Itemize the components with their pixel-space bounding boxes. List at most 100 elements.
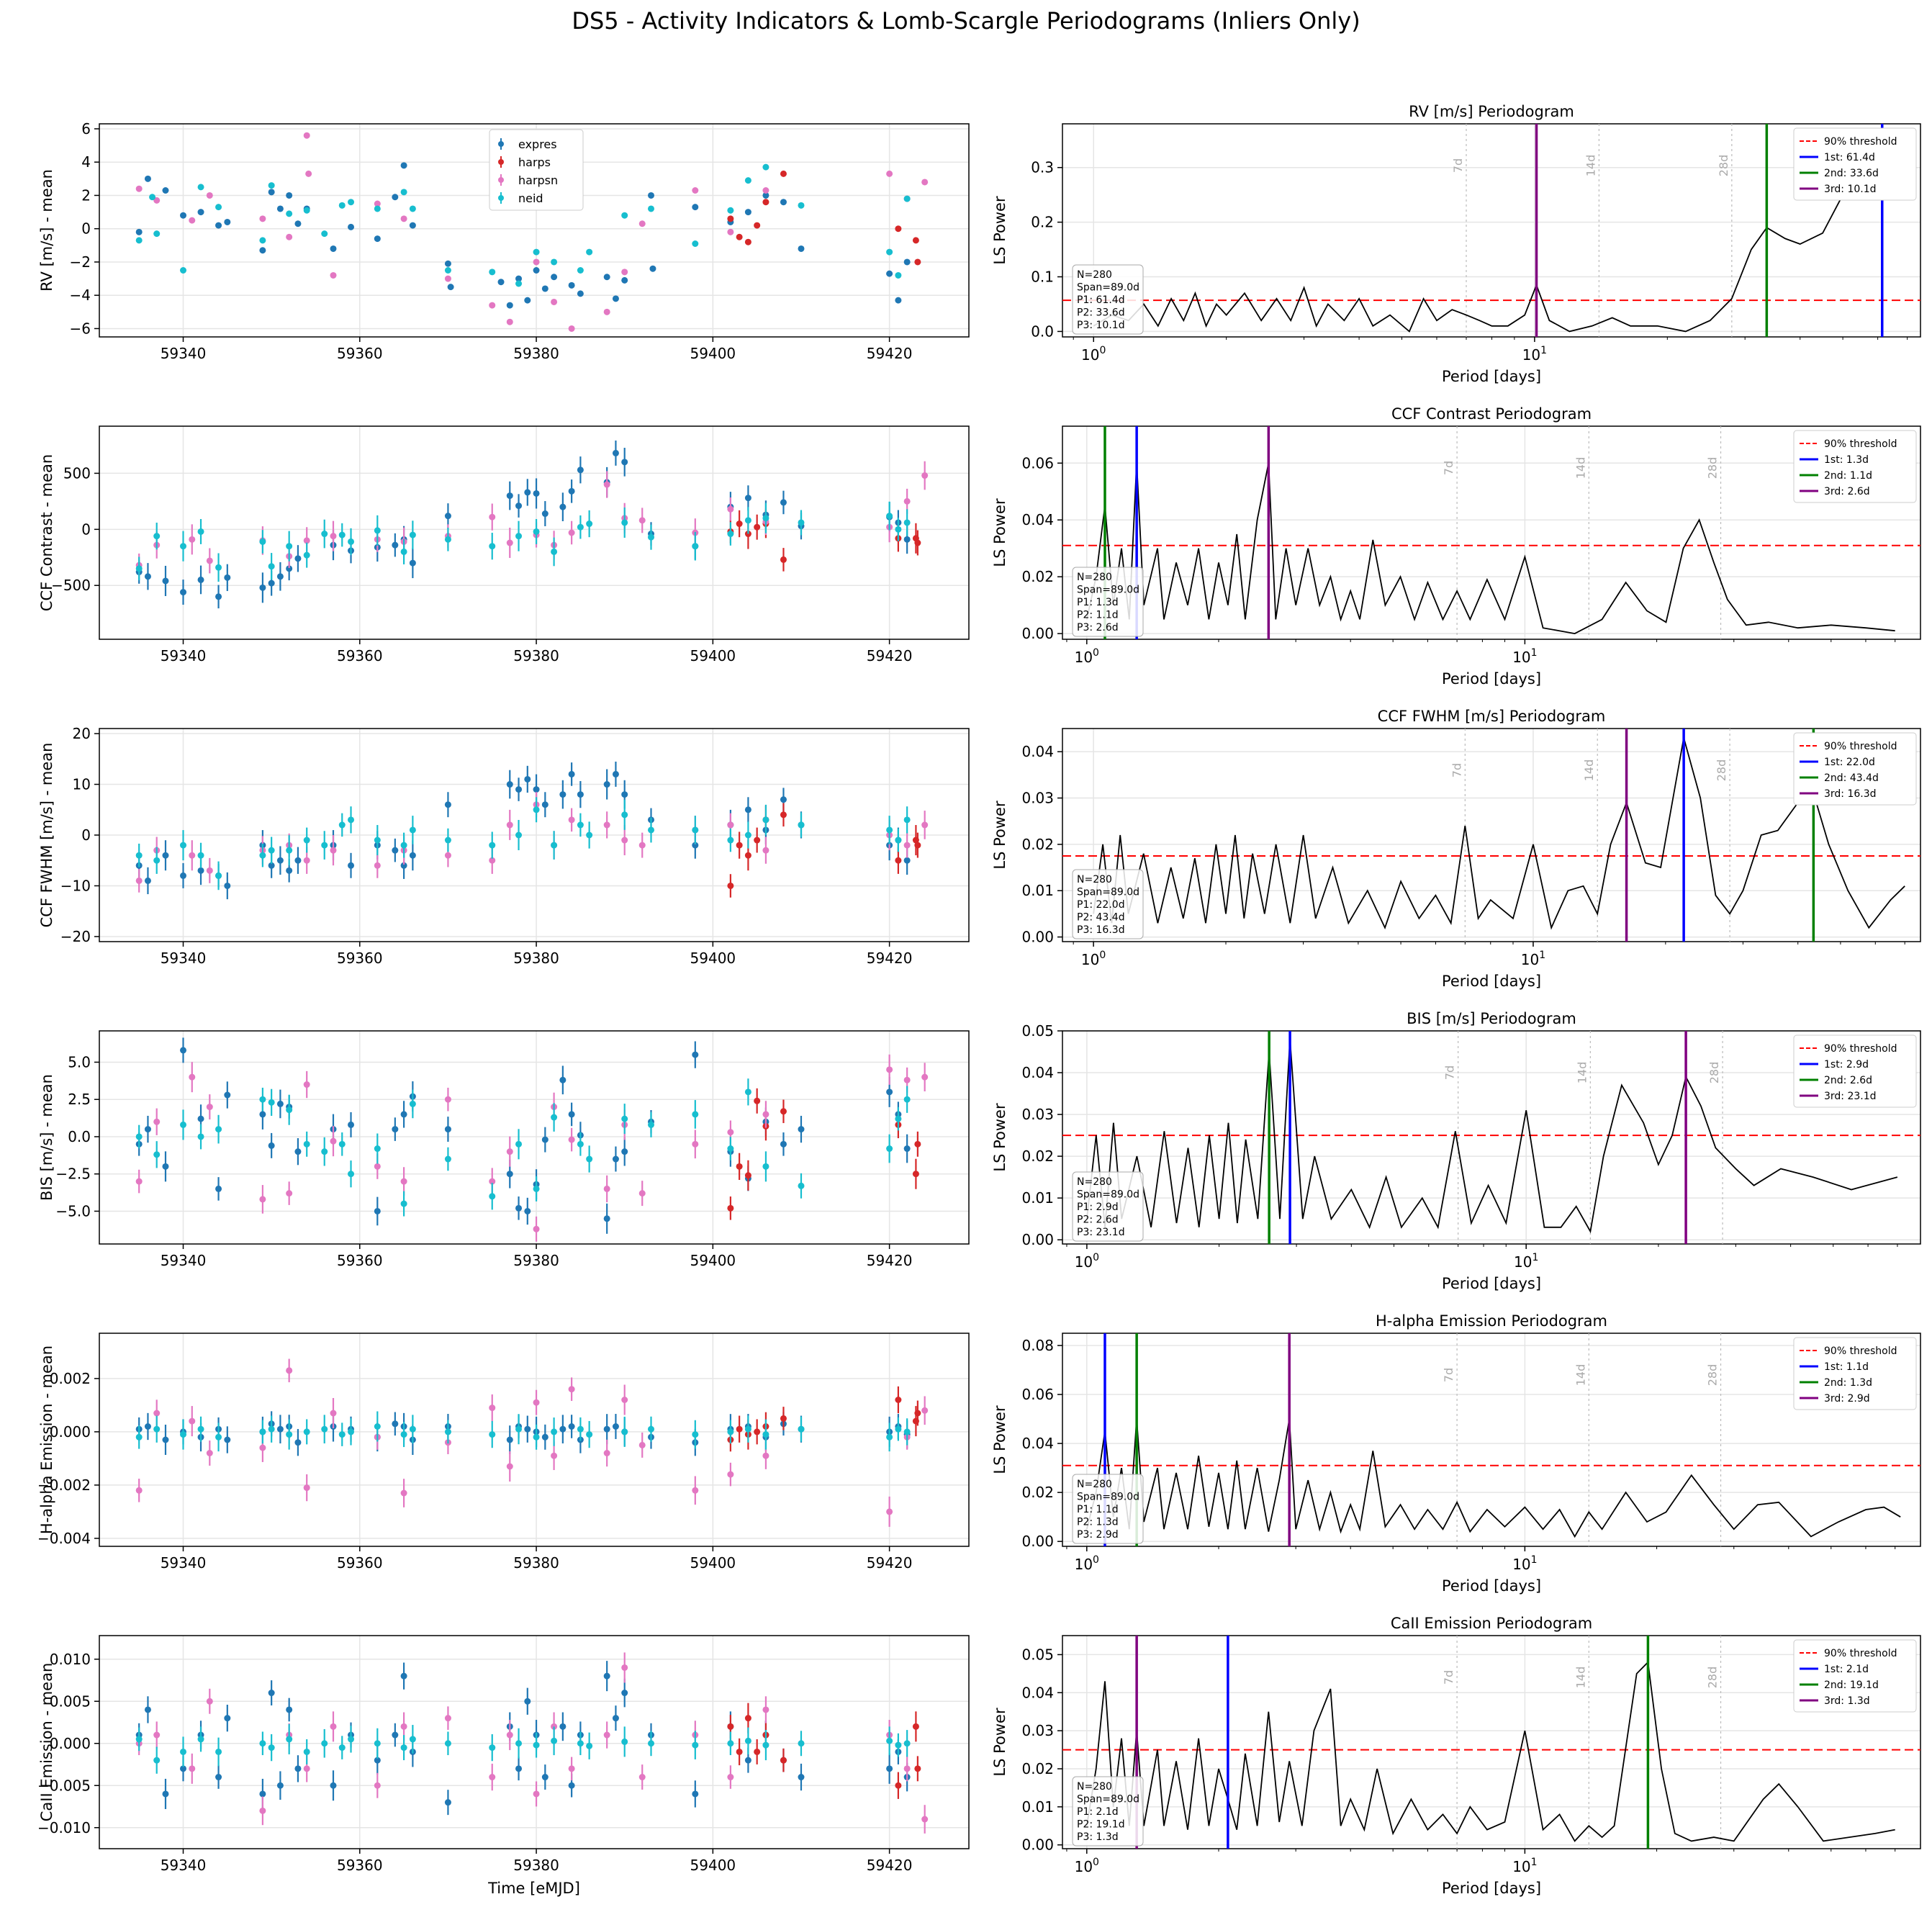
x-tick-label: 59420 — [867, 1857, 913, 1874]
data-point-expres — [524, 775, 531, 783]
y-tick-label: 10 — [73, 776, 91, 793]
data-point-harpsn — [603, 308, 610, 315]
x-tick-label: 100 — [1075, 1554, 1099, 1573]
data-point-neid — [533, 528, 540, 535]
x-tick-label: 59380 — [513, 1252, 559, 1269]
data-point-harpsn — [374, 200, 381, 207]
data-point-expres — [524, 1698, 531, 1705]
data-point-neid — [268, 1099, 275, 1106]
legend-label: 2nd: 1.3d — [1824, 1377, 1872, 1389]
data-point-expres — [374, 1207, 381, 1214]
y-tick-label: −2 — [70, 253, 91, 271]
data-point-neid — [762, 1431, 769, 1438]
data-point-expres — [268, 862, 275, 869]
data-point-harpsn — [259, 1444, 266, 1451]
data-point-neid — [259, 237, 266, 244]
data-point-harpsn — [568, 1765, 575, 1772]
panel-10: 0.00 0.02 0.04 0.06 0.08 100 101 LS Power Period… — [991, 1312, 1921, 1595]
info-line: P3: 1.3d — [1077, 1831, 1119, 1843]
data-point-expres — [444, 801, 451, 808]
data-point-expres — [506, 781, 513, 788]
panel-3: −500 0 500 59340 59360 59380 59400 59420 CCF Con… — [38, 425, 970, 664]
data-point-expres — [612, 1423, 619, 1430]
data-point-expres — [224, 218, 231, 225]
y-axis-label: CCF FWHM [m/s] - mean — [38, 743, 55, 928]
data-point-expres — [603, 781, 610, 788]
plot-area — [1062, 1031, 1920, 1244]
plot-area — [135, 1037, 929, 1242]
data-point-neid — [886, 826, 893, 834]
data-point-expres — [551, 274, 558, 281]
data-point-neid — [321, 1425, 328, 1433]
data-point-expres — [294, 1765, 302, 1772]
data-point-neid — [444, 536, 451, 543]
data-point-expres — [506, 1171, 513, 1178]
data-point-harps — [744, 531, 751, 538]
data-point-neid — [762, 163, 769, 171]
y-tick-label: 0.04 — [1021, 743, 1054, 760]
data-point-expres — [330, 1782, 337, 1789]
data-point-harpsn — [330, 533, 337, 540]
data-point-harpsn — [727, 228, 734, 235]
data-point-harpsn — [506, 318, 513, 325]
data-point-expres — [180, 212, 187, 219]
data-point-expres — [286, 867, 293, 874]
data-point-neid — [180, 1121, 187, 1128]
data-point-neid — [533, 1433, 540, 1441]
legend-swatch — [498, 141, 504, 147]
data-point-neid — [577, 1740, 584, 1747]
x-tick-label: 59420 — [867, 1554, 913, 1572]
data-point-neid — [727, 1145, 734, 1153]
x-axis-label: Time [eMJD] — [487, 1880, 580, 1897]
data-point-harps — [780, 1108, 787, 1115]
data-point-neid — [286, 847, 293, 854]
info-box-frame — [1072, 1474, 1144, 1544]
y-tick-label: 0.00 — [1021, 929, 1054, 946]
data-point-neid — [409, 826, 416, 834]
info-line: N=280 — [1077, 1176, 1112, 1188]
data-point-harpsn — [568, 529, 575, 536]
legend: 90% threshold 1st: 61.4d 2nd: 33.6d 3rd: 10… — [1793, 127, 1917, 201]
data-point-expres — [541, 1774, 549, 1781]
data-point-harpsn — [206, 867, 213, 874]
data-point-neid — [586, 831, 593, 839]
data-point-neid — [268, 847, 275, 854]
data-point-neid — [551, 1737, 558, 1744]
data-point-expres — [541, 1136, 549, 1143]
y-tick-label: 0.0 — [1031, 323, 1054, 340]
y-axis-label: CCF Contrast - mean — [38, 454, 55, 611]
data-point-harpsn — [189, 1417, 196, 1425]
data-point-harpsn — [444, 275, 451, 282]
y-tick-label: 0.1 — [1031, 269, 1054, 286]
data-point-harpsn — [886, 170, 893, 177]
data-point-expres — [348, 223, 355, 230]
data-point-expres — [612, 449, 619, 456]
data-point-neid — [409, 1100, 416, 1107]
data-point-neid — [621, 212, 628, 219]
panel-4: 0.00 0.02 0.04 0.06 100 101 LS Power Period [da… — [991, 405, 1921, 687]
data-point-expres — [374, 1757, 381, 1764]
plot-area — [1062, 426, 1920, 639]
y-tick-label: 0.000 — [50, 1423, 91, 1441]
info-line: P3: 2.9d — [1077, 1529, 1119, 1541]
data-point-neid — [374, 1740, 381, 1747]
data-point-neid — [215, 1126, 222, 1133]
y-tick-label: 0.01 — [1021, 882, 1054, 899]
x-axis-label: Period [days] — [1442, 973, 1541, 990]
data-point-neid — [321, 230, 328, 238]
data-point-neid — [444, 837, 451, 844]
data-point-harpsn — [568, 1136, 575, 1143]
data-point-harpsn — [189, 217, 196, 224]
data-point-neid — [444, 1155, 451, 1163]
data-point-neid — [798, 519, 805, 526]
data-point-neid — [692, 1431, 699, 1438]
data-point-expres — [392, 541, 399, 549]
data-point-harpsn — [533, 1399, 540, 1406]
data-point-harps — [754, 1097, 761, 1104]
data-point-neid — [903, 195, 911, 202]
info-line: P1: 2.1d — [1077, 1806, 1119, 1818]
data-point-neid — [744, 517, 751, 524]
data-point-harpsn — [153, 197, 161, 204]
panel-2: 0.0 0.1 0.2 0.3 100 101 LS Power Period [days] R… — [991, 103, 1921, 385]
data-point-harpsn — [135, 1178, 143, 1185]
